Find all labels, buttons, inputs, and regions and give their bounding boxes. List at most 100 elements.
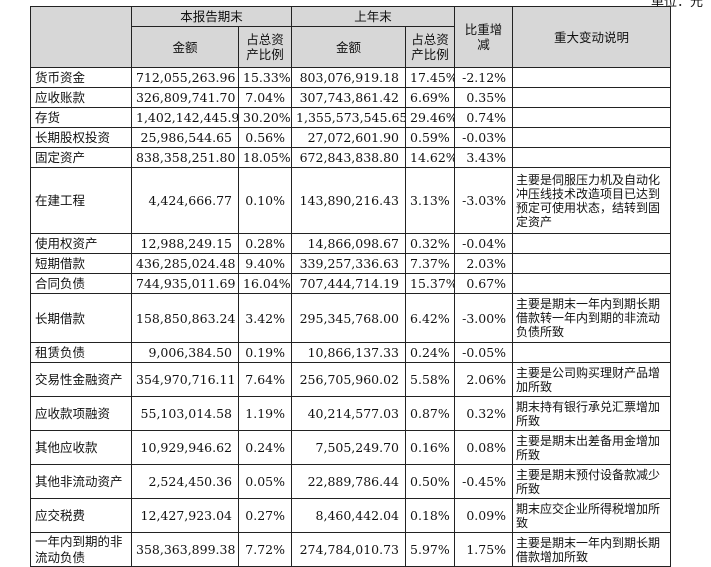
ratio-change: -0.03% xyxy=(454,127,514,148)
row-name: 应收账款 xyxy=(30,87,132,108)
row-name: 使用权资产 xyxy=(30,233,132,254)
header-prev-amount: 金额 xyxy=(291,26,407,68)
ratio-change: 3.43% xyxy=(454,147,514,168)
change-note xyxy=(512,273,672,294)
ratio-change: 0.09% xyxy=(454,498,514,533)
prev-amount: 143,890,216.43 xyxy=(291,167,407,234)
row-name: 存货 xyxy=(30,107,132,128)
prev-share: 0.18% xyxy=(405,498,456,533)
change-note xyxy=(512,147,672,168)
prev-amount: 307,743,861.42 xyxy=(291,87,407,108)
ratio-change: -0.04% xyxy=(454,233,514,254)
change-note: 主要是期末预付设备款减少所致 xyxy=(512,464,672,499)
prev-amount: 274,784,010.73 xyxy=(291,532,407,567)
header-change-note: 重大变动说明 xyxy=(512,6,672,68)
prev-share: 0.50% xyxy=(405,464,456,499)
change-note: 期末持有银行承兑汇票增加所致 xyxy=(512,396,672,431)
cur-amount: 838,358,251.80 xyxy=(131,147,239,168)
row-name: 其他应收款 xyxy=(30,430,132,465)
ratio-change: -3.00% xyxy=(454,293,514,343)
prev-share: 29.46% xyxy=(405,107,456,128)
table-row: 存货 1,402,142,445.98 30.20% 1,355,573,545.65… xyxy=(30,107,672,128)
table-row: 应收款项融资 55,103,014.58 1.19% 40,214,577.03 0.8… xyxy=(30,396,672,431)
prev-amount: 295,345,768.00 xyxy=(291,293,407,343)
cur-share: 1.19% xyxy=(237,396,293,431)
prev-share: 0.59% xyxy=(405,127,456,148)
ratio-change: 0.35% xyxy=(454,87,514,108)
row-name: 长期借款 xyxy=(30,293,132,343)
prev-amount: 8,460,442.04 xyxy=(291,498,407,533)
ratio-change: 0.32% xyxy=(454,396,514,431)
ratio-change: 0.08% xyxy=(454,430,514,465)
cur-amount: 10,929,946.62 xyxy=(131,430,239,465)
table-row: 租赁负债 9,006,384.50 0.19% 10,866,137.33 0.24% -… xyxy=(30,342,672,363)
cur-share: 7.64% xyxy=(237,362,293,397)
cur-share: 0.56% xyxy=(237,127,293,148)
change-note xyxy=(512,342,672,363)
prev-amount: 10,866,137.33 xyxy=(291,342,407,363)
header-current-period: 本报告期末 xyxy=(130,6,293,27)
row-name: 货币资金 xyxy=(30,67,132,88)
cur-amount: 4,424,666.77 xyxy=(131,167,239,234)
prev-share: 3.13% xyxy=(405,167,456,234)
prev-amount: 27,072,601.90 xyxy=(291,127,407,148)
prev-share: 5.97% xyxy=(405,532,456,567)
cur-amount: 436,285,024.48 xyxy=(131,253,239,274)
row-name: 交易性金融资产 xyxy=(30,362,132,397)
prev-amount: 803,076,919.18 xyxy=(291,67,407,88)
cur-amount: 9,006,384.50 xyxy=(131,342,239,363)
cur-share: 30.20% xyxy=(237,107,293,128)
cur-amount: 1,402,142,445.98 xyxy=(131,107,239,128)
cur-amount: 158,850,863.24 xyxy=(131,293,239,343)
table-row: 交易性金融资产 354,970,716.11 7.64% 256,705,960.02… xyxy=(30,362,672,397)
cur-share: 16.04% xyxy=(237,273,293,294)
prev-share: 0.87% xyxy=(405,396,456,431)
cur-share: 7.72% xyxy=(237,532,293,567)
header-prior-year-end: 上年末 xyxy=(291,6,456,27)
cur-share: 3.42% xyxy=(237,293,293,343)
change-note xyxy=(512,87,672,108)
prev-share: 17.45% xyxy=(405,67,456,88)
table-row: 应交税费 12,427,923.04 0.27% 8,460,442.04 0.18% 0… xyxy=(30,498,672,533)
cur-amount: 55,103,014.58 xyxy=(131,396,239,431)
ratio-change: 1.75% xyxy=(454,532,514,567)
cur-share: 0.10% xyxy=(237,167,293,234)
cur-amount: 354,970,716.11 xyxy=(131,362,239,397)
ratio-change: -3.03% xyxy=(454,167,514,234)
change-note xyxy=(512,127,672,148)
row-name: 合同负债 xyxy=(30,273,132,294)
prev-amount: 14,866,098.67 xyxy=(291,233,407,254)
cur-amount: 712,055,263.96 xyxy=(131,67,239,88)
cur-share: 7.04% xyxy=(237,87,293,108)
table-row: 其他非流动资产 2,524,450.36 0.05% 22,889,786.44 0.5… xyxy=(30,464,672,499)
prev-amount: 1,355,573,545.65 xyxy=(291,107,407,128)
table-row: 在建工程 4,424,666.77 0.10% 143,890,216.43 3.13%… xyxy=(30,167,672,234)
table-row: 应收账款 326,809,741.70 7.04% 307,743,861.42 6.6… xyxy=(30,87,672,108)
change-note: 主要是伺服压力机及自动化冲压线技术改造项目已达到预定可使用状态，结转到固定资产 xyxy=(512,167,672,234)
change-note xyxy=(512,67,672,88)
change-note xyxy=(512,253,672,274)
prev-amount: 256,705,960.02 xyxy=(291,362,407,397)
change-note: 主要是公司购买理财产品增加所致 xyxy=(512,362,672,397)
header-ratio-change: 比重增减 xyxy=(454,6,514,68)
ratio-change: 0.67% xyxy=(454,273,514,294)
prev-share: 5.58% xyxy=(405,362,456,397)
header-cur-share: 占总资产比例 xyxy=(237,26,293,68)
cur-share: 0.27% xyxy=(237,498,293,533)
table-row: 合同负债 744,935,011.69 16.04% 707,444,714.19 15… xyxy=(30,273,672,294)
prev-amount: 707,444,714.19 xyxy=(291,273,407,294)
prev-share: 6.69% xyxy=(405,87,456,108)
row-name: 应收款项融资 xyxy=(30,396,132,431)
cur-share: 0.19% xyxy=(237,342,293,363)
header-blank xyxy=(30,6,132,68)
cur-amount: 12,988,249.15 xyxy=(131,233,239,254)
prev-share: 0.32% xyxy=(405,233,456,254)
prev-share: 14.62% xyxy=(405,147,456,168)
header-cur-amount: 金额 xyxy=(131,26,239,68)
cur-share: 9.40% xyxy=(237,253,293,274)
cur-amount: 326,809,741.70 xyxy=(131,87,239,108)
cur-amount: 12,427,923.04 xyxy=(131,498,239,533)
table-row: 一年内到期的非流动负债 358,363,899.38 7.72% 274,784,01… xyxy=(30,532,672,567)
row-name: 其他非流动资产 xyxy=(30,464,132,499)
cur-share: 0.28% xyxy=(237,233,293,254)
